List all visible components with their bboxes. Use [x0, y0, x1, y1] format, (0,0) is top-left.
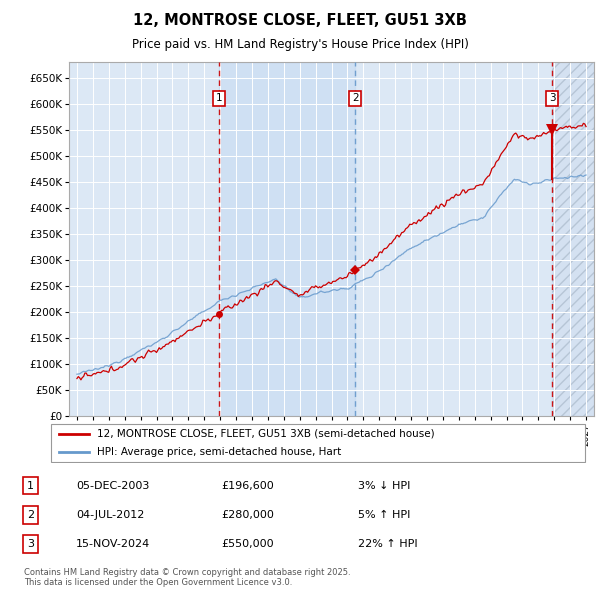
- Text: £196,600: £196,600: [221, 481, 274, 490]
- Text: 2: 2: [352, 93, 359, 103]
- Text: 22% ↑ HPI: 22% ↑ HPI: [358, 539, 418, 549]
- Text: 3: 3: [549, 93, 556, 103]
- Text: 12, MONTROSE CLOSE, FLEET, GU51 3XB: 12, MONTROSE CLOSE, FLEET, GU51 3XB: [133, 13, 467, 28]
- Text: £280,000: £280,000: [221, 510, 274, 520]
- Bar: [553, 62, 594, 416]
- Text: £550,000: £550,000: [221, 539, 274, 549]
- Bar: [219, 62, 355, 416]
- Text: 15-NOV-2024: 15-NOV-2024: [76, 539, 150, 549]
- Text: Contains HM Land Registry data © Crown copyright and database right 2025.
This d: Contains HM Land Registry data © Crown c…: [24, 568, 350, 587]
- Text: 05-DEC-2003: 05-DEC-2003: [76, 481, 149, 490]
- Text: 1: 1: [27, 481, 34, 490]
- Text: Price paid vs. HM Land Registry's House Price Index (HPI): Price paid vs. HM Land Registry's House …: [131, 38, 469, 51]
- Text: 5% ↑ HPI: 5% ↑ HPI: [358, 510, 410, 520]
- Text: 12, MONTROSE CLOSE, FLEET, GU51 3XB (semi-detached house): 12, MONTROSE CLOSE, FLEET, GU51 3XB (sem…: [97, 429, 434, 439]
- Text: 3% ↓ HPI: 3% ↓ HPI: [358, 481, 410, 490]
- Text: 3: 3: [27, 539, 34, 549]
- FancyBboxPatch shape: [50, 424, 586, 463]
- Text: 04-JUL-2012: 04-JUL-2012: [76, 510, 145, 520]
- Text: 2: 2: [27, 510, 34, 520]
- Text: HPI: Average price, semi-detached house, Hart: HPI: Average price, semi-detached house,…: [97, 447, 341, 457]
- Text: 1: 1: [215, 93, 222, 103]
- Bar: [553, 62, 594, 416]
